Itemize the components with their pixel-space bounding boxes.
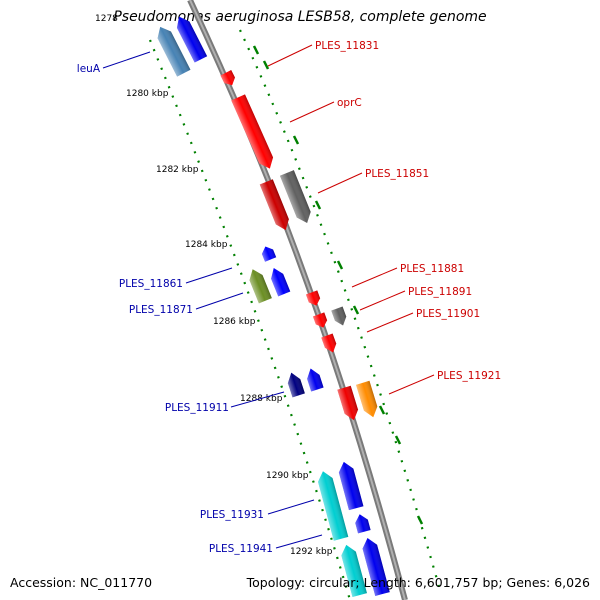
gene-arrow-ples-11861[interactable] [260,244,277,262]
leader-line-ples-11911 [230,391,285,408]
topology-text: Topology: circular; Length: 6,601,757 bp… [246,575,590,590]
gene-arrow-ples-11851[interactable] [259,179,292,232]
outer-tick-mark [352,305,360,315]
outer-tick-mark [262,60,270,70]
gene-arrow-ples-11861[interactable] [268,266,291,297]
leader-line-ples-11861 [185,267,233,284]
accession-text: Accession: NC_011770 [10,575,153,590]
outer-tick-mark [394,435,402,445]
gene-arrow-leua[interactable] [173,13,208,63]
gene-label-oprc[interactable]: oprC [337,97,362,109]
gene-label-leua[interactable]: leuA [77,63,101,75]
leader-line-ples-11831 [267,44,313,67]
gene-label-ples-11881[interactable]: PLES_11881 [400,263,464,275]
gene-label-ples-11931[interactable]: PLES_11931 [200,509,264,521]
gene-arrow-ples-11891[interactable] [312,312,329,329]
gene-label-ples-11911[interactable]: PLES_11911 [165,402,229,414]
tick-label: 1286 kbp [213,317,256,327]
tick-label: 1282 kbp [156,165,199,175]
gene-label-ples-11851[interactable]: PLES_11851 [365,168,429,180]
outer-tick-mark [252,45,260,55]
gene-arrow-ples-11941[interactable] [339,543,367,598]
gene-arrow-oprc[interactable] [231,94,276,171]
gene-arrow-ples-11921[interactable] [356,380,380,420]
gene-label-ples-11921[interactable]: PLES_11921 [437,370,501,382]
gene-arrow-ples-11921[interactable] [337,385,360,423]
leader-line-leua [102,51,151,69]
gene-arrow-ples-11911[interactable] [285,371,305,398]
leader-line-ples-11871 [195,292,244,310]
gene-arrow-ples-11871[interactable] [246,267,272,304]
leader-line-ples-11931 [267,499,315,515]
gene-arrow-ples-11941[interactable] [360,536,390,596]
outer-tick-mark [336,260,344,270]
inner-tick-track [148,39,352,600]
outer-tick-mark [416,515,424,525]
leader-line-ples-11891 [359,290,406,311]
gene-label-ples-11941[interactable]: PLES_11941 [209,543,273,555]
gene-arrow-ples-11891[interactable] [321,333,338,354]
gene-arrow-ples-11931[interactable] [316,469,349,541]
outer-tick-mark [378,405,386,415]
gene-arrow-ples-11931[interactable] [337,460,364,511]
gene-arrow-ples-11901[interactable] [331,306,348,327]
outer-tick-mark [314,200,322,210]
leader-line-ples-11901 [366,312,414,333]
gene-arrow-ples-11931[interactable] [353,513,371,534]
leader-line-ples-11851 [317,172,363,194]
tick-label: 1280 kbp [126,89,169,99]
gene-arrow-leua[interactable] [154,23,191,77]
outer-tick-mark [292,135,300,145]
gene-label-ples-11901[interactable]: PLES_11901 [416,308,480,320]
tick-label: 1292 kbp [290,547,333,557]
leader-line-ples-11881 [351,267,398,288]
tick-label: 1278 [95,14,118,24]
tick-label: 1288 kbp [240,394,283,404]
tick-label: 1284 kbp [185,240,228,250]
gene-label-ples-11891[interactable]: PLES_11891 [408,286,472,298]
gene-label-ples-11871[interactable]: PLES_11871 [129,304,193,316]
tick-label: 1290 kbp [266,471,309,481]
gene-arrow-ples-11881[interactable] [305,290,322,307]
gene-label-ples-11861[interactable]: PLES_11861 [119,278,183,290]
leader-line-oprc [289,101,335,123]
gene-arrow-ples-11851[interactable] [279,170,314,226]
map-title: Pseudomonas aeruginosa LESB58, complete … [113,9,487,25]
leader-line-ples-11921 [388,374,435,395]
gene-label-ples-11831[interactable]: PLES_11831 [315,40,379,52]
gene-arrow-ples-11911[interactable] [304,367,324,392]
gene-arrow-ples-11831[interactable] [220,70,237,88]
leader-line-ples-11941 [275,534,323,549]
